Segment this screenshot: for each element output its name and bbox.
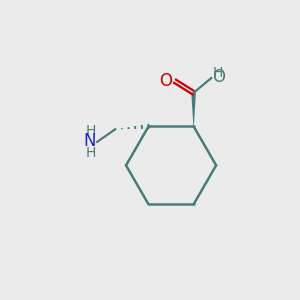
Text: H: H (86, 146, 96, 160)
Text: H: H (86, 124, 96, 138)
Text: H: H (212, 66, 223, 80)
Text: N: N (84, 132, 96, 150)
Text: O: O (159, 72, 172, 90)
Text: O: O (212, 68, 225, 86)
Polygon shape (191, 93, 196, 126)
